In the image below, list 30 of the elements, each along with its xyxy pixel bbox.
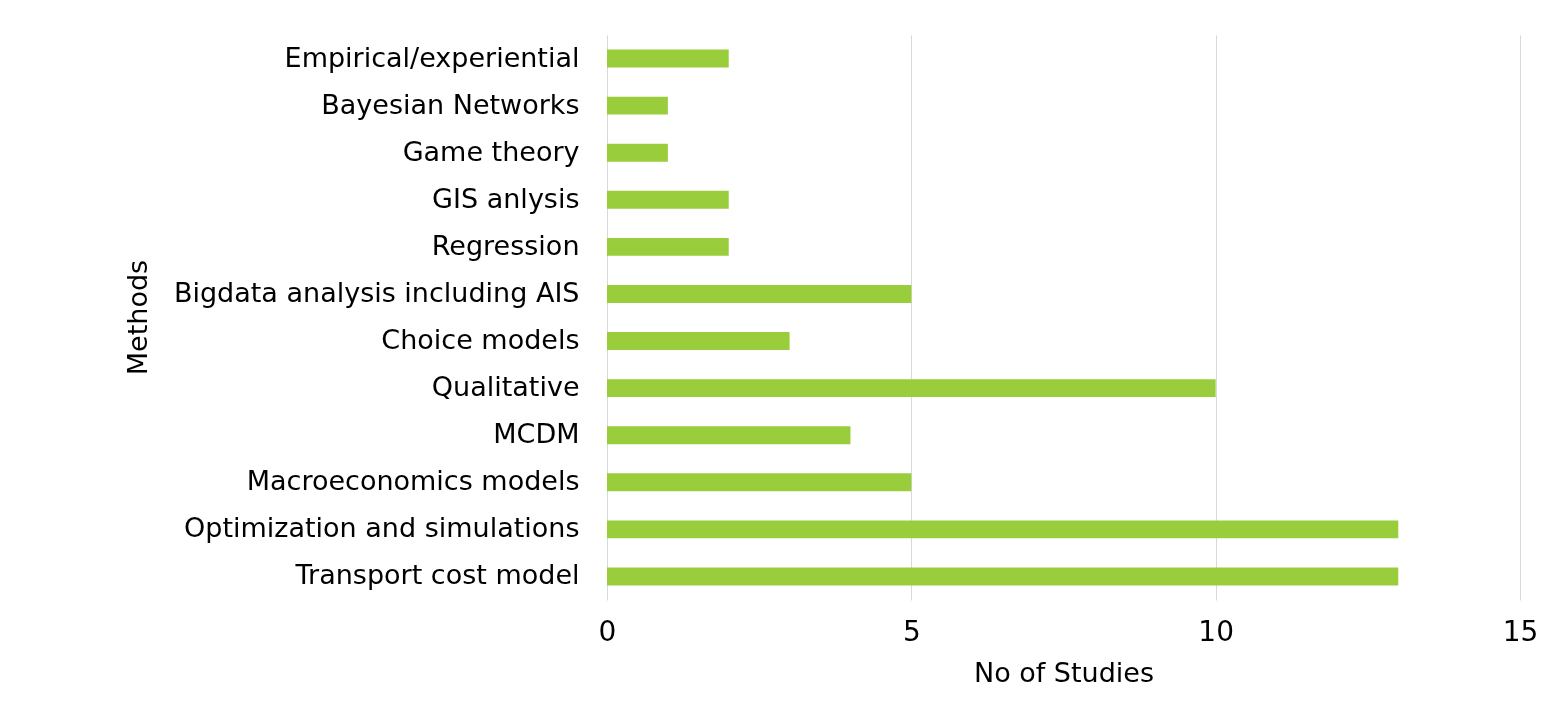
- y-tick-label: Game theory: [402, 135, 580, 167]
- bar: [607, 379, 1216, 398]
- bar: [607, 285, 912, 303]
- y-tick-label: MCDM: [493, 418, 580, 450]
- y-tick-label: Bigdata analysis including AIS: [173, 276, 580, 308]
- y-tick-label: Bayesian Networks: [321, 88, 580, 120]
- bar: [607, 190, 729, 209]
- y-tick-label: GIS anlysis: [432, 182, 580, 214]
- y-tick-label: Choice models: [381, 324, 580, 356]
- bar: [607, 426, 851, 445]
- x-tick-label: 5: [902, 614, 921, 648]
- y-tick-label: Transport cost model: [294, 559, 580, 591]
- y-tick-label: Optimization and simulations: [184, 512, 580, 544]
- bar: [607, 567, 1399, 586]
- y-tick-label: Qualitative: [431, 371, 580, 403]
- bar: [607, 473, 912, 492]
- bar: [607, 332, 790, 350]
- y-tick-label: Empirical/experiential: [284, 41, 580, 73]
- bar: [607, 520, 1399, 539]
- x-tick-label: 15: [1502, 614, 1539, 648]
- bar: [607, 143, 668, 162]
- bar: [607, 237, 729, 256]
- y-tick-label: Macroeconomics models: [246, 465, 580, 497]
- x-tick-label: 10: [1198, 614, 1234, 648]
- bar: [607, 49, 729, 68]
- x-tick-label: 0: [598, 614, 617, 648]
- y-axis-title: Methods: [121, 259, 153, 376]
- y-tick-label: Regression: [431, 229, 580, 261]
- bar: [607, 96, 668, 115]
- x-axis-title: No of Studies: [973, 656, 1155, 688]
